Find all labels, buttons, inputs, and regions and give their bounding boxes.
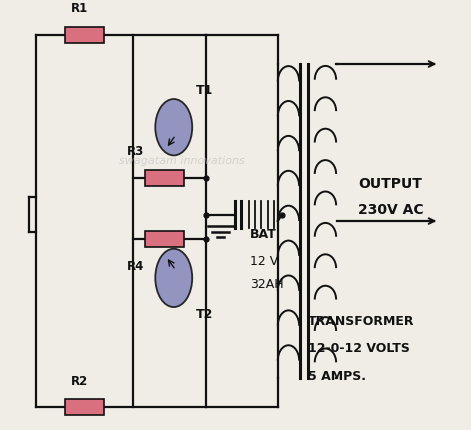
Text: T2: T2 [196,308,213,321]
Bar [65,27,104,43]
Text: R3: R3 [127,145,144,158]
Bar [65,399,104,415]
Text: T1: T1 [196,84,213,97]
Text: swagatam innovations: swagatam innovations [119,156,244,166]
Text: 12 V: 12 V [250,255,278,268]
Text: OUTPUT: OUTPUT [358,177,422,190]
Ellipse shape [155,249,192,307]
Text: 12-0-12 VOLTS: 12-0-12 VOLTS [308,342,410,355]
Ellipse shape [155,99,192,155]
Text: 32AH: 32AH [250,278,283,291]
Bar [145,231,184,247]
Text: 5 AMPS.: 5 AMPS. [308,370,366,383]
Text: BAT: BAT [250,227,276,241]
Text: 230V AC: 230V AC [358,203,424,217]
Bar [145,170,184,186]
Text: R4: R4 [127,261,144,273]
Text: R1: R1 [71,3,88,15]
Text: R2: R2 [71,375,88,388]
Text: TRANSFORMER: TRANSFORMER [308,315,414,328]
